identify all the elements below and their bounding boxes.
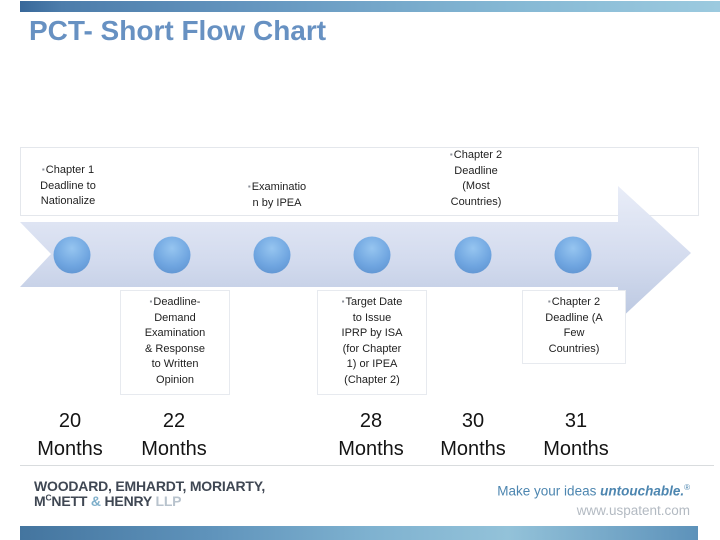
bullet-icon: ▪ [149,297,153,306]
label-line: Deadline- [153,296,201,308]
month-value: 28 [359,410,383,432]
label-line: Deadline (A [545,311,603,324]
timeline-node-6 [554,236,592,274]
timeline-node-4 [353,236,391,274]
label-line: (Most [462,180,490,192]
month-value: 31 [564,410,588,432]
logo-llp: LLP [155,492,182,509]
month-value: 30 [461,410,485,432]
bullet-icon: ▪ [247,182,251,191]
label-line: Deadline to [40,179,96,192]
label-line: IPRP by ISA [341,327,403,339]
month-unit: Months [141,438,207,460]
month-unit: Months [440,438,506,460]
label-deadline-demand-examination: ▪Deadline- Demand Examination & Response… [120,290,230,395]
tagline-bold: untouchable. [600,483,685,499]
month-unit: Months [37,438,103,460]
logo-superscript-c: C [45,491,52,502]
month-unit: Months [543,438,609,460]
label-line: Examinatio [251,181,307,193]
timeline-arrow-graphic [20,186,691,321]
month-unit: Months [338,438,404,460]
label-line: Nationalize [40,195,96,207]
bullet-icon: ▪ [449,150,453,159]
footer-accent-bar [20,526,698,540]
label-line: n by IPEA [252,196,302,209]
label-line: (Chapter 2) [344,373,400,386]
label-line: Countries) [450,195,502,208]
timeline-node-1 [53,236,91,274]
month-marker-30: 30 Months [440,407,506,463]
timeline-node-2 [153,236,191,274]
label-line: to Written [151,358,199,370]
label-line: & Response [145,342,205,355]
logo-text: M [34,492,46,509]
label-line: Examination [144,327,206,339]
timeline-node-3 [253,236,291,274]
label-line: Few [563,327,585,339]
label-target-date-iprp: ▪Target Date to Issue IPRP by ISA (for C… [317,290,427,395]
bullet-icon: ▪ [341,297,345,306]
label-line: Chapter 2 [551,296,601,308]
month-marker-31: 31 Months [543,407,609,463]
tagline: Make your ideas untouchable.® [497,483,690,499]
bullet-icon: ▪ [547,297,551,306]
label-line: 1) or IPEA [346,358,398,370]
registered-mark-icon: ® [684,483,690,492]
tagline-regular: Make your ideas [497,483,601,499]
bullet-icon: ▪ [41,165,45,174]
label-line: Target Date [345,296,403,308]
label-line: Deadline [454,164,498,177]
firm-logo-line2: MCNETT & HENRY LLP [34,491,265,509]
logo-text: HENRY [104,492,152,509]
label-line: (for Chapter [342,342,402,355]
month-marker-28: 28 Months [338,407,404,463]
firm-logo: WOODARD, EMHARDT, MORIARTY, MCNETT & HEN… [34,479,265,508]
label-examination-ipea: ▪Examinatio n by IPEA [248,179,306,211]
label-line: Demand [154,311,196,324]
timeline-node-5 [454,236,492,274]
label-chapter1-deadline: ▪Chapter 1 Deadline to Nationalize [40,162,96,210]
month-value: 20 [58,410,82,432]
top-labels-band [20,147,699,216]
label-line: Chapter 2 [453,149,503,161]
month-value: 22 [162,410,186,432]
website-url: www.uspatent.com [576,503,690,518]
page-title: PCT- Short Flow Chart [29,15,327,46]
label-chapter2-few-countries: ▪Chapter 2 Deadline (A Few Countries) [522,290,626,364]
label-line: to Issue [352,311,392,324]
month-marker-22: 22 Months [141,407,207,463]
logo-text: NETT [51,492,88,509]
label-line: Opinion [156,373,194,386]
header-accent-bar [20,1,720,12]
label-chapter2-most-countries: ▪Chapter 2 Deadline (Most Countries) [450,147,502,210]
label-line: Countries) [548,342,600,355]
footer-divider [20,465,714,466]
logo-ampersand: & [90,492,101,509]
month-marker-20: 20 Months [37,407,103,463]
label-line: Chapter 1 [45,164,95,176]
firm-logo-line1: WOODARD, EMHARDT, MORIARTY, [34,478,266,494]
